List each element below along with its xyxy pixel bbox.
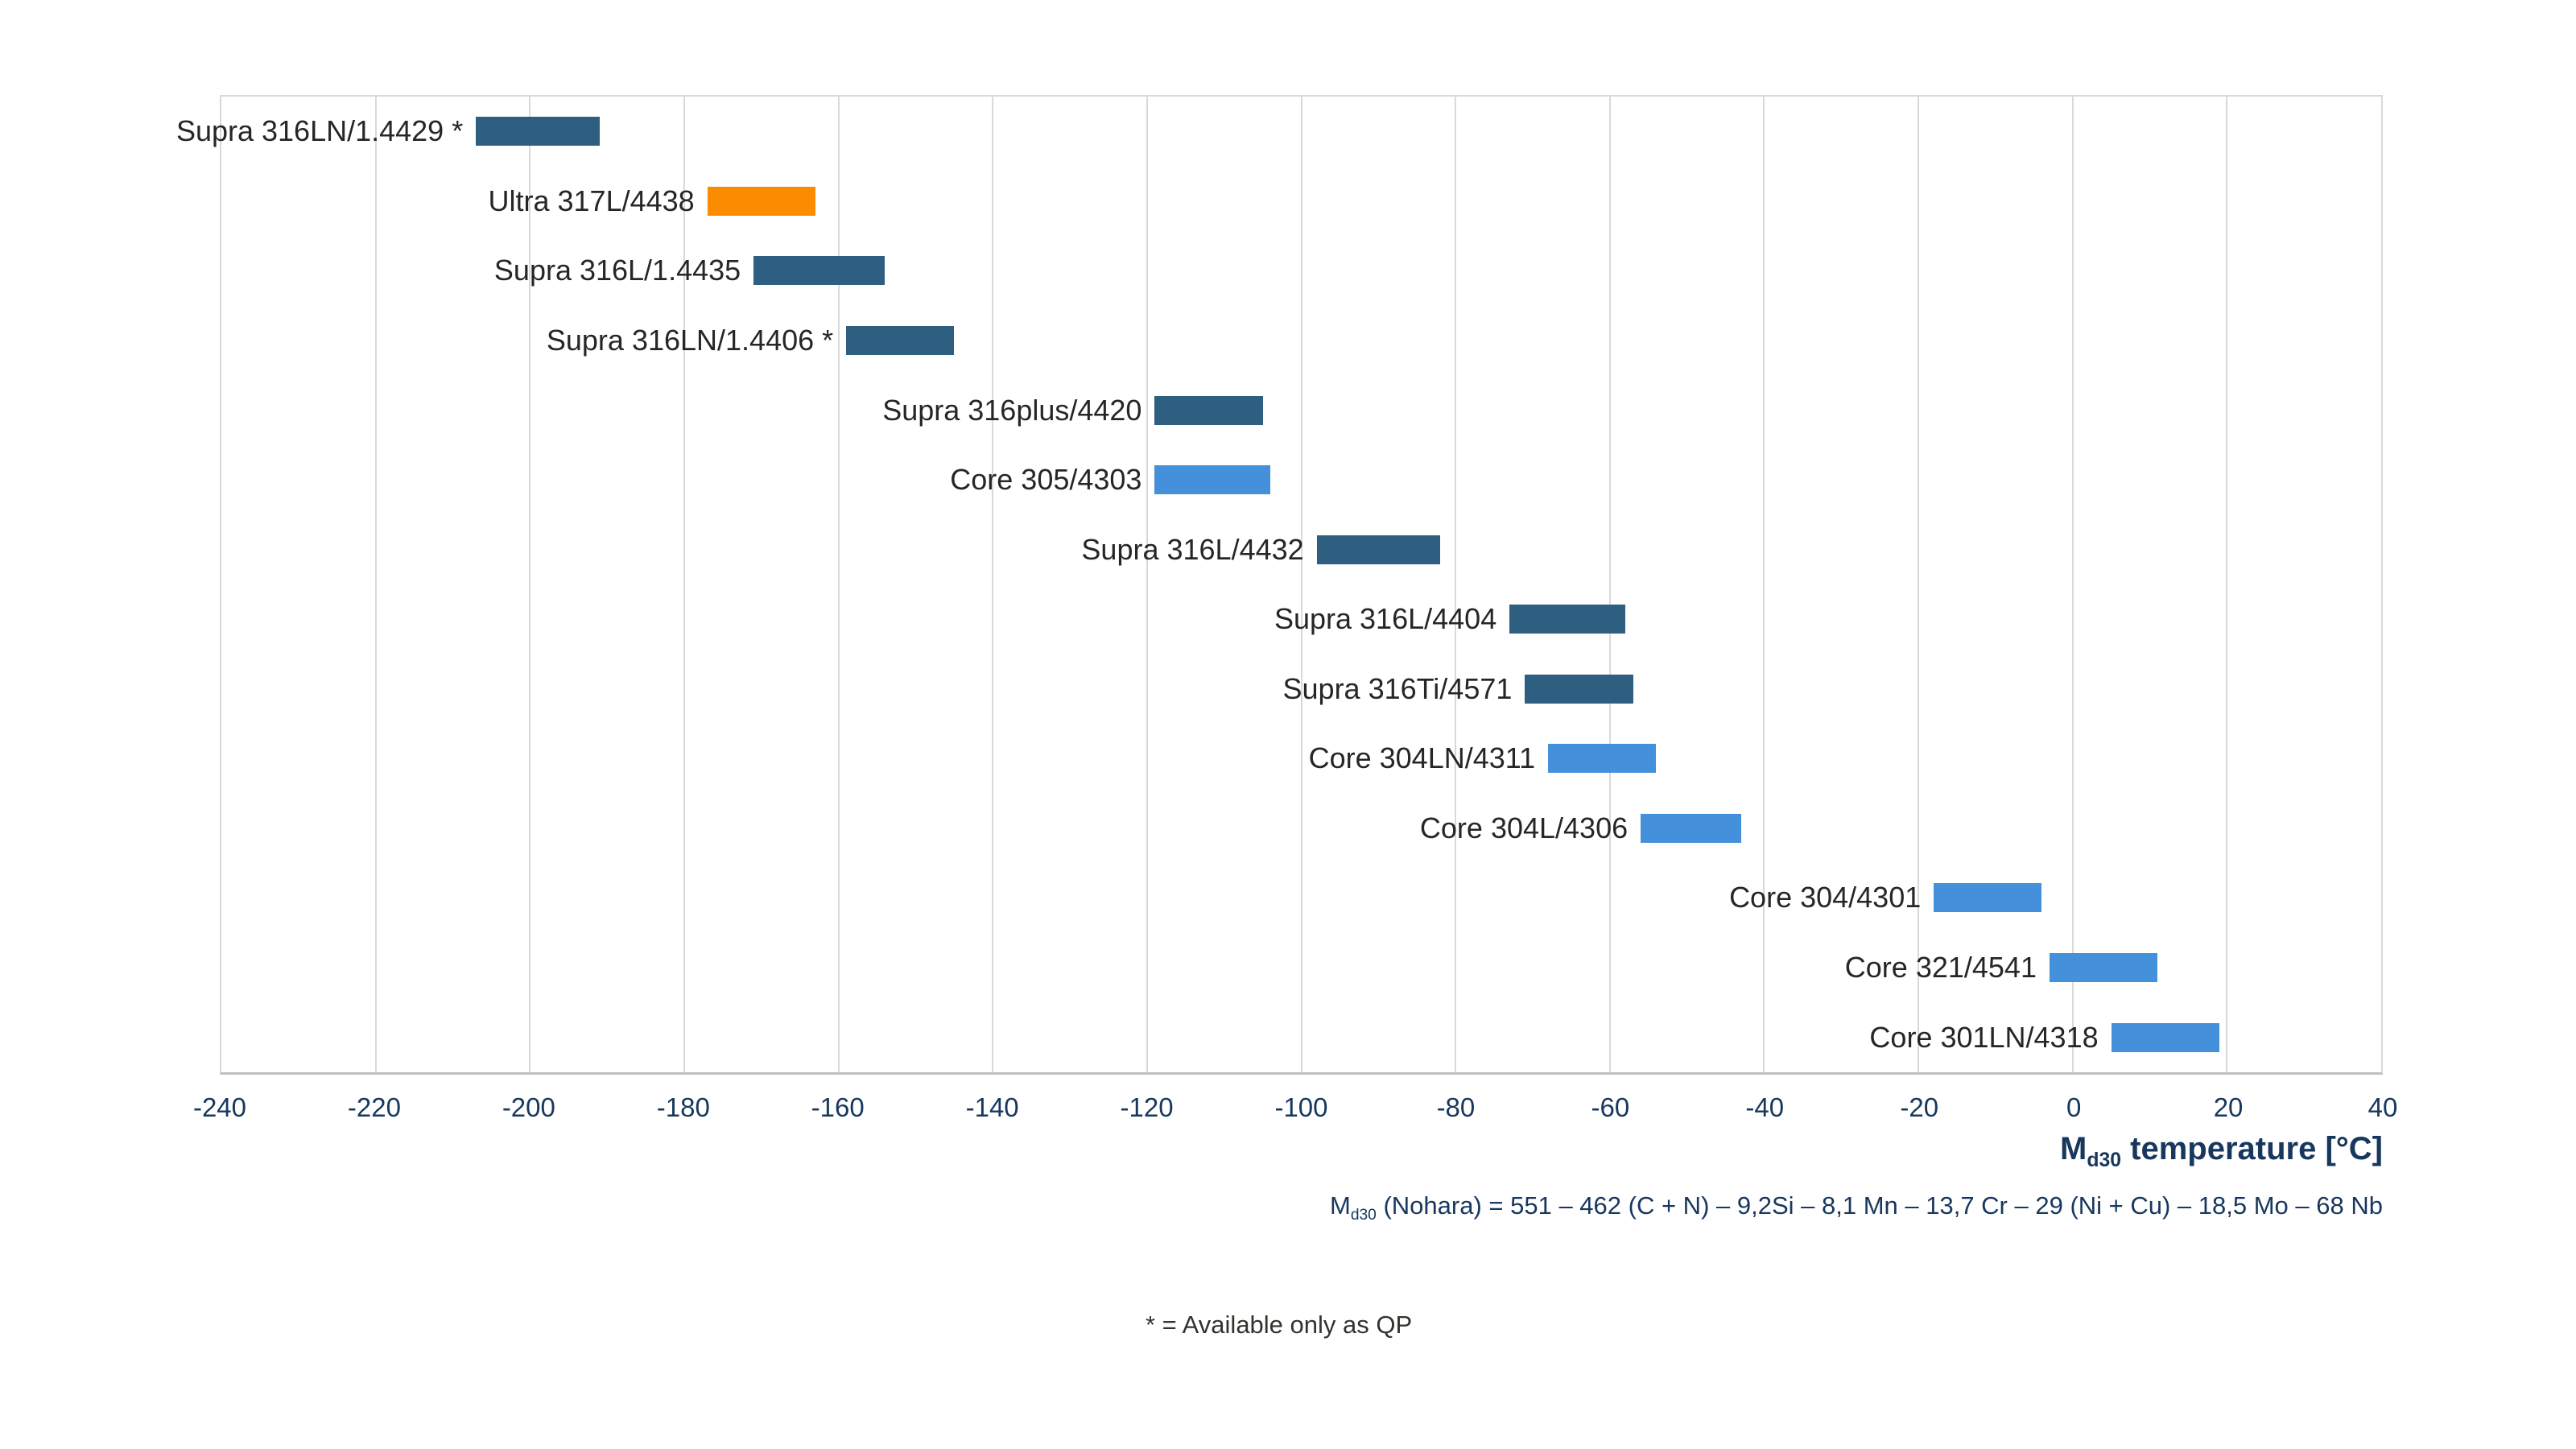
range-bar — [2111, 1022, 2219, 1052]
bar-row: Supra 316Ti/4571 — [221, 654, 2381, 724]
bar-row: Core 301LN/4318 — [221, 1002, 2381, 1072]
category-label: Ultra 317L/4438 — [488, 184, 695, 217]
x-tick-label: -120 — [1120, 1092, 1174, 1122]
x-tick-label: 40 — [2368, 1092, 2398, 1122]
category-label: Core 304L/4306 — [1419, 811, 1629, 844]
range-bar — [1509, 605, 1625, 634]
bar-row: Core 304L/4306 — [221, 794, 2381, 864]
footnote: * = Available only as QP — [1146, 1311, 1413, 1339]
x-tick-label: -80 — [1436, 1092, 1476, 1122]
gridline — [1300, 97, 1302, 1072]
range-bar — [1154, 395, 1263, 425]
gridline — [992, 97, 994, 1072]
gridline — [2071, 97, 2074, 1072]
category-label: Core 305/4303 — [950, 463, 1142, 497]
gridline — [837, 97, 840, 1072]
range-bar — [1934, 883, 2042, 913]
gridline — [374, 97, 377, 1072]
category-label: Core 321/4541 — [1844, 951, 2037, 985]
x-tick-label: -100 — [1274, 1092, 1328, 1122]
bar-row: Ultra 317L/4438 — [221, 167, 2381, 237]
plot-area: Supra 316LN/1.4429 * Ultra 317L/4438 Supra… — [176, 95, 2383, 1075]
x-tick-label: -60 — [1591, 1092, 1630, 1122]
range-bar — [707, 186, 815, 216]
gridline — [1763, 97, 1765, 1072]
bar-row: Core 304/4301 — [221, 863, 2381, 933]
range-bar — [476, 117, 600, 147]
gridline — [1146, 97, 1148, 1072]
category-label: Supra 316LN/1.4429 * — [175, 114, 464, 148]
axis-title-subscript: d30 — [2087, 1150, 2122, 1171]
category-label: Supra 316L/4404 — [1274, 602, 1497, 636]
x-tick-label: -220 — [347, 1092, 401, 1122]
gridline — [1608, 97, 1611, 1072]
gridline — [2226, 97, 2228, 1072]
bar-row: Supra 316LN/1.4406 * — [221, 306, 2381, 376]
gridline — [1918, 97, 1920, 1072]
range-bar — [1641, 813, 1741, 843]
range-bar — [1316, 535, 1440, 564]
x-tick-label: -160 — [811, 1092, 865, 1122]
bar-row: Supra 316plus/4420 — [221, 375, 2381, 445]
x-tick-label: 20 — [2213, 1092, 2244, 1122]
formula-caption: Md30 (Nohara) = 551 – 462 (C + N) – 9,2S… — [1329, 1191, 2383, 1223]
bar-row: Core 305/4303 — [221, 445, 2381, 515]
x-tick-label: -20 — [1900, 1092, 1939, 1122]
gridline — [529, 97, 531, 1072]
category-label: Core 301LN/4318 — [1869, 1020, 2099, 1054]
range-bar — [753, 256, 886, 286]
category-label: Core 304/4301 — [1729, 881, 1922, 914]
bar-row: Supra 316LN/1.4429 * — [176, 97, 2381, 167]
formula-suffix: (Nohara) = 551 – 462 (C + N) – 9,2Si – 8… — [1376, 1191, 2383, 1220]
formula-prefix: M — [1329, 1191, 1351, 1220]
x-tick-label: 0 — [2066, 1092, 2082, 1122]
range-bar — [2049, 953, 2158, 983]
category-label: Supra 316L/1.4435 — [493, 254, 741, 287]
x-tick-label: -180 — [656, 1092, 710, 1122]
bar-row: Supra 316L/4404 — [221, 584, 2381, 654]
bar-row: Core 321/4541 — [221, 933, 2381, 1003]
range-bar — [1548, 744, 1657, 774]
range-bar — [1525, 674, 1633, 704]
category-label: Supra 316L/4432 — [1081, 532, 1304, 566]
x-axis: -240 -220 -200 -180 -160 -140 -120 -100 -80 -60 -4… — [193, 1092, 2397, 1125]
x-tick-label: -240 — [192, 1092, 247, 1122]
gridline — [683, 97, 685, 1072]
axis-title-suffix: temperature [°C] — [2121, 1131, 2383, 1166]
range-bar — [1154, 465, 1271, 495]
x-tick-label: -140 — [965, 1092, 1019, 1122]
bar-row: Supra 316L/4432 — [221, 514, 2381, 584]
gridline — [1455, 97, 1457, 1072]
category-label: Core 304LN/4311 — [1308, 741, 1536, 775]
bar-row: Core 304LN/4311 — [221, 724, 2381, 794]
x-tick-label: -200 — [502, 1092, 555, 1122]
x-axis-title: Md30 temperature [°C] — [2059, 1131, 2383, 1170]
category-label: Supra 316LN/1.4406 * — [546, 323, 834, 357]
bar-row: Supra 316L/1.4435 — [221, 236, 2381, 306]
formula-subscript: d30 — [1350, 1207, 1377, 1224]
range-bar — [846, 325, 955, 355]
category-label: Supra 316plus/4420 — [882, 393, 1142, 427]
axis-title-prefix: M — [2059, 1131, 2087, 1166]
x-tick-label: -40 — [1745, 1092, 1785, 1122]
category-label: Supra 316Ti/4571 — [1282, 671, 1513, 705]
